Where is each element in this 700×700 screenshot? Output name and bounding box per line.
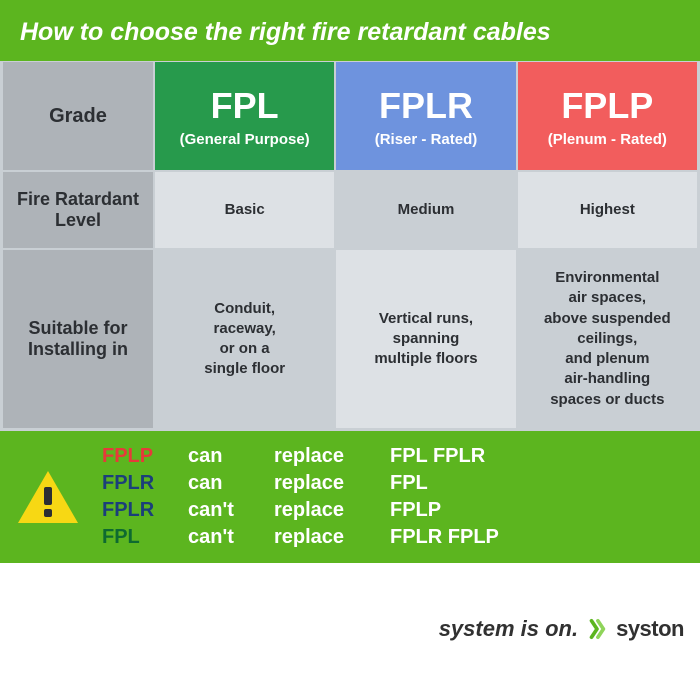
cell-level-fpl: Basic [154, 171, 335, 249]
rule-subj: FPLR [102, 472, 182, 495]
rule-verb: can [188, 445, 268, 468]
rule-targets: FPLR FPLP [390, 526, 499, 549]
footer-tagline: system is on. [439, 616, 578, 642]
cell-suitable-fplr: Vertical runs, spanning multiple floors [335, 249, 516, 429]
brand-logo-icon [586, 618, 608, 640]
rule-subj: FPL [102, 526, 182, 549]
rule-verb: can't [188, 526, 268, 549]
comparison-table: Grade FPL (General Purpose) FPLR (Riser … [0, 61, 700, 431]
cell-suitable-fpl: Conduit, raceway, or on a single floor [154, 249, 335, 429]
col-header-fplp: FPLP (Plenum - Rated) [517, 61, 698, 171]
cell-level-fplr: Medium [335, 171, 516, 249]
rule-action: replace [274, 526, 384, 549]
cell-suitable-fplp: Environmental air spaces, above suspende… [517, 249, 698, 429]
row-label-suitable: Suitable for Installing in [2, 249, 154, 429]
col-header-fplr: FPLR (Riser - Rated) [335, 61, 516, 171]
rules-grid: FPLP can replace FPL FPLR FPLR can repla… [102, 445, 499, 549]
cell-level-fplp: Highest [517, 171, 698, 249]
rule-action: replace [274, 472, 384, 495]
rule-action: replace [274, 445, 384, 468]
rule-subj: FPLP [102, 445, 182, 468]
page-title: How to choose the right fire retardant c… [20, 18, 680, 47]
rule-verb: can [188, 472, 268, 495]
title-bar: How to choose the right fire retardant c… [0, 0, 700, 61]
row-label-grade: Grade [2, 61, 154, 171]
rule-targets: FPL FPLR [390, 445, 499, 468]
col-header-fpl: FPL (General Purpose) [154, 61, 335, 171]
rules-bar: FPLP can replace FPL FPLR FPLR can repla… [0, 431, 700, 563]
rule-verb: can't [188, 499, 268, 522]
warning-icon [16, 469, 80, 525]
rule-targets: FPLP [390, 499, 499, 522]
rule-subj: FPLR [102, 499, 182, 522]
footer: system is on. syston [0, 563, 700, 700]
row-label-level: Fire Ratardant Level [2, 171, 154, 249]
rule-targets: FPL [390, 472, 499, 495]
brand-name: syston [616, 616, 684, 642]
rule-action: replace [274, 499, 384, 522]
